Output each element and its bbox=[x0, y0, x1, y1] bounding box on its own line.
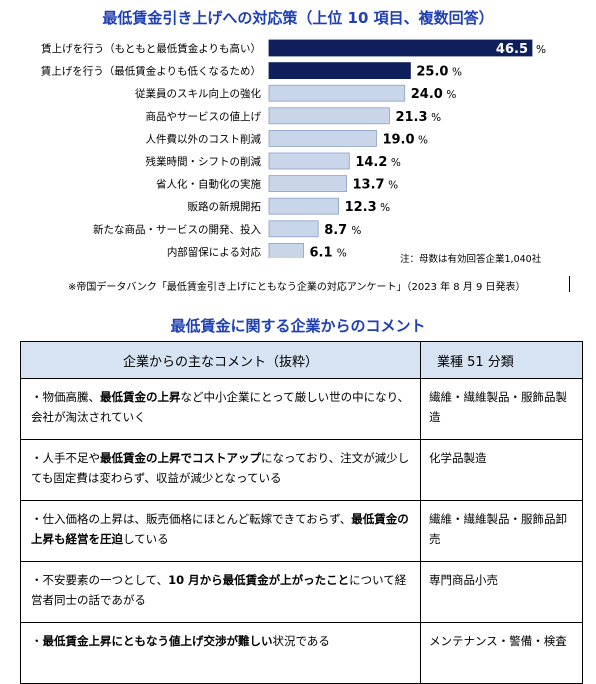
unit-label: % bbox=[446, 89, 456, 101]
bar bbox=[268, 84, 406, 102]
bar bbox=[268, 242, 304, 258]
unit-label: % bbox=[391, 157, 401, 169]
table-header-row: 企業からの主なコメント（抜粋） 業種 51 分類 bbox=[20, 341, 583, 379]
comment-text: など中小企業にとって厳しい世の中になり、会社が淘汰されていく bbox=[31, 390, 410, 424]
value-label: 8.7 bbox=[324, 223, 347, 238]
category-label: 内部留保による対応 bbox=[167, 245, 262, 258]
comment-cell: ・人手不足や最低賃金の上昇でコストアップになっており、注文が減少しても固定費は変… bbox=[20, 439, 421, 501]
bar bbox=[268, 175, 347, 193]
category-label: 新たな商品・サービスの開発、投入 bbox=[93, 223, 261, 236]
category-label: 賃上げを行う（最低賃金よりも低くなるため） bbox=[41, 65, 261, 78]
industry-cell: 繊維・繊維製品・服飾品製造 bbox=[420, 378, 583, 440]
comment-emphasis: 最低賃金上昇にともなう値上げ交渉が難しい bbox=[42, 634, 273, 648]
value-label: 6.1 bbox=[310, 245, 333, 258]
unit-label: % bbox=[431, 112, 441, 124]
value-label: 46.5 bbox=[496, 42, 528, 57]
unit-label: % bbox=[380, 202, 390, 214]
bar bbox=[268, 197, 339, 215]
comment-text: ・ bbox=[31, 634, 43, 648]
bar bbox=[268, 130, 377, 147]
value-label: 14.2 bbox=[355, 155, 387, 170]
table-row: ・物価高騰、最低賃金の上昇など中小企業にとって厳しい世の中になり、会社が淘汰され… bbox=[20, 378, 583, 440]
category-label: 人件費以外のコスト削減 bbox=[146, 132, 262, 145]
unit-label: % bbox=[388, 180, 398, 192]
value-label: 19.0 bbox=[382, 132, 414, 147]
table-row: ・人手不足や最低賃金の上昇でコストアップになっており、注文が減少しても固定費は変… bbox=[20, 439, 583, 501]
category-label: 賃上げを行う（もともと最低賃金よりも高い） bbox=[41, 42, 261, 55]
comment-cell: ・最低賃金上昇にともなう値上げ交渉が難しい状況である bbox=[20, 622, 421, 684]
comment-text: について経営者同士の話であがる bbox=[31, 573, 407, 607]
industry-cell: 専門商品小売 bbox=[420, 561, 583, 623]
comment-cell: ・仕入価格の上昇は、販売価格にほとんど転嫁できておらず、最低賃金の上昇も経営を圧… bbox=[20, 500, 421, 562]
value-label: 12.3 bbox=[345, 200, 377, 215]
category-label: 残業時間・シフトの削減 bbox=[146, 155, 262, 168]
comments-table: 企業からの主なコメント（抜粋） 業種 51 分類 ・物価高騰、最低賃金の上昇など… bbox=[20, 341, 583, 684]
chart-note: 注：母数は有効回答企業1,040社 bbox=[400, 254, 542, 265]
comment-text: ・人手不足や bbox=[31, 451, 100, 465]
value-label: 21.3 bbox=[395, 110, 427, 125]
bar bbox=[268, 220, 319, 238]
category-label: 省人化・自動化の実施 bbox=[156, 178, 261, 191]
table-row: ・不安要素の一つとして、10 月から最低賃金が上がったことについて経営者同士の話… bbox=[20, 561, 583, 623]
comment-cell: ・不安要素の一つとして、10 月から最低賃金が上がったことについて経営者同士の話… bbox=[20, 561, 421, 623]
source-divider bbox=[569, 276, 570, 292]
bar bbox=[268, 107, 390, 125]
table-row: ・最低賃金上昇にともなう値上げ交渉が難しい状況である メンテナンス・警備・検査 bbox=[20, 622, 583, 684]
chart-title: 最低賃金引き上げへの対応策（上位 10 項目、複数回答） bbox=[102, 9, 494, 27]
comment-emphasis: 最低賃金の上昇でコストアップ bbox=[100, 451, 261, 465]
unit-label: % bbox=[351, 225, 361, 237]
bar bbox=[268, 152, 350, 170]
bar-chart: 賃上げを行う（もともと最低賃金よりも高い） 46.5 % 賃上げを行う（最低賃金よりも… bbox=[41, 39, 546, 258]
comments-title: 最低賃金に関する企業からのコメント bbox=[170, 317, 426, 335]
source-note: ※帝国データバンク「最低賃金引き上げにともなう企業の対応アンケート」（2023 … bbox=[68, 282, 526, 293]
comment-cell: ・物価高騰、最低賃金の上昇など中小企業にとって厳しい世の中になり、会社が淘汰され… bbox=[20, 378, 421, 440]
value-label: 13.7 bbox=[352, 178, 384, 193]
unit-label: % bbox=[418, 134, 428, 146]
value-label: 25.0 bbox=[416, 65, 448, 80]
header-industry: 業種 51 分類 bbox=[420, 341, 583, 379]
unit-label: % bbox=[536, 44, 546, 56]
unit-label: % bbox=[452, 67, 462, 79]
bar bbox=[268, 62, 411, 80]
category-label: 販路の新規開拓 bbox=[188, 200, 262, 213]
unit-label: % bbox=[337, 247, 347, 258]
bar bbox=[268, 39, 533, 57]
comment-text: ・不安要素の一つとして、 bbox=[31, 573, 169, 587]
table-row: ・仕入価格の上昇は、販売価格にほとんど転嫁できておらず、最低賃金の上昇も経営を圧… bbox=[20, 500, 583, 562]
header-comment: 企業からの主なコメント（抜粋） bbox=[20, 341, 421, 379]
comment-text: 状況である bbox=[272, 634, 330, 648]
comment-text: している bbox=[123, 532, 169, 546]
comment-emphasis: 最低賃金の上昇 bbox=[100, 390, 181, 404]
comment-text: ・物価高騰、 bbox=[31, 390, 100, 404]
category-label: 商品やサービスの値上げ bbox=[146, 110, 262, 123]
comment-text: ・仕入価格の上昇は、販売価格にほとんど転嫁できておらず、 bbox=[31, 512, 352, 526]
category-label: 従業員のスキル向上の強化 bbox=[135, 87, 261, 100]
comment-text: になっており、注文が減少しても固定費は変わらず、収益が減少となっている bbox=[31, 451, 410, 485]
comment-emphasis: 最低賃金の上昇も経営を圧迫 bbox=[31, 512, 409, 546]
industry-cell: 繊維・繊維製品・服飾品卸売 bbox=[420, 500, 583, 562]
industry-cell: メンテナンス・警備・検査 bbox=[420, 622, 583, 684]
comment-emphasis: 10 月から最低賃金が上がったこと bbox=[168, 573, 350, 587]
value-label: 24.0 bbox=[411, 87, 443, 102]
industry-cell: 化学品製造 bbox=[420, 439, 583, 501]
